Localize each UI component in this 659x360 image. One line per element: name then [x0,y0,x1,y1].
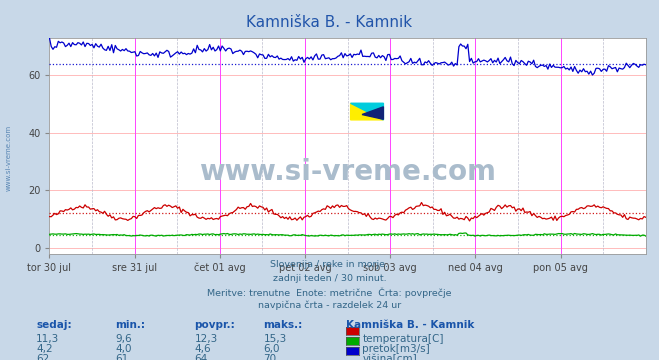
Text: 62: 62 [36,354,49,360]
Text: temperatura[C]: temperatura[C] [362,334,444,344]
Text: 4,2: 4,2 [36,344,53,354]
Text: višina[cm]: višina[cm] [362,354,417,360]
Text: sedaj:: sedaj: [36,320,72,330]
Text: 6,0: 6,0 [264,344,280,354]
Polygon shape [351,103,384,120]
Text: 9,6: 9,6 [115,334,132,344]
Polygon shape [351,103,384,120]
Text: www.si-vreme.com: www.si-vreme.com [199,158,496,186]
Text: min.:: min.: [115,320,146,330]
Text: navpična črta - razdelek 24 ur: navpična črta - razdelek 24 ur [258,301,401,310]
Text: 64: 64 [194,354,208,360]
Text: 11,3: 11,3 [36,334,59,344]
Text: zadnji teden / 30 minut.: zadnji teden / 30 minut. [273,274,386,283]
Text: 70: 70 [264,354,277,360]
Text: Kamniška B. - Kamnik: Kamniška B. - Kamnik [346,320,474,330]
Text: Meritve: trenutne  Enote: metrične  Črta: povprečje: Meritve: trenutne Enote: metrične Črta: … [207,287,452,298]
Text: 61: 61 [115,354,129,360]
Text: 12,3: 12,3 [194,334,217,344]
Text: povpr.:: povpr.: [194,320,235,330]
Text: Kamniška B. - Kamnik: Kamniška B. - Kamnik [246,15,413,30]
Text: pretok[m3/s]: pretok[m3/s] [362,344,430,354]
Text: maks.:: maks.: [264,320,303,330]
Polygon shape [362,107,384,119]
Text: 4,0: 4,0 [115,344,132,354]
Text: 15,3: 15,3 [264,334,287,344]
Text: 4,6: 4,6 [194,344,211,354]
Text: Slovenija / reke in morje.: Slovenija / reke in morje. [270,260,389,269]
Text: www.si-vreme.com: www.si-vreme.com [5,125,12,192]
